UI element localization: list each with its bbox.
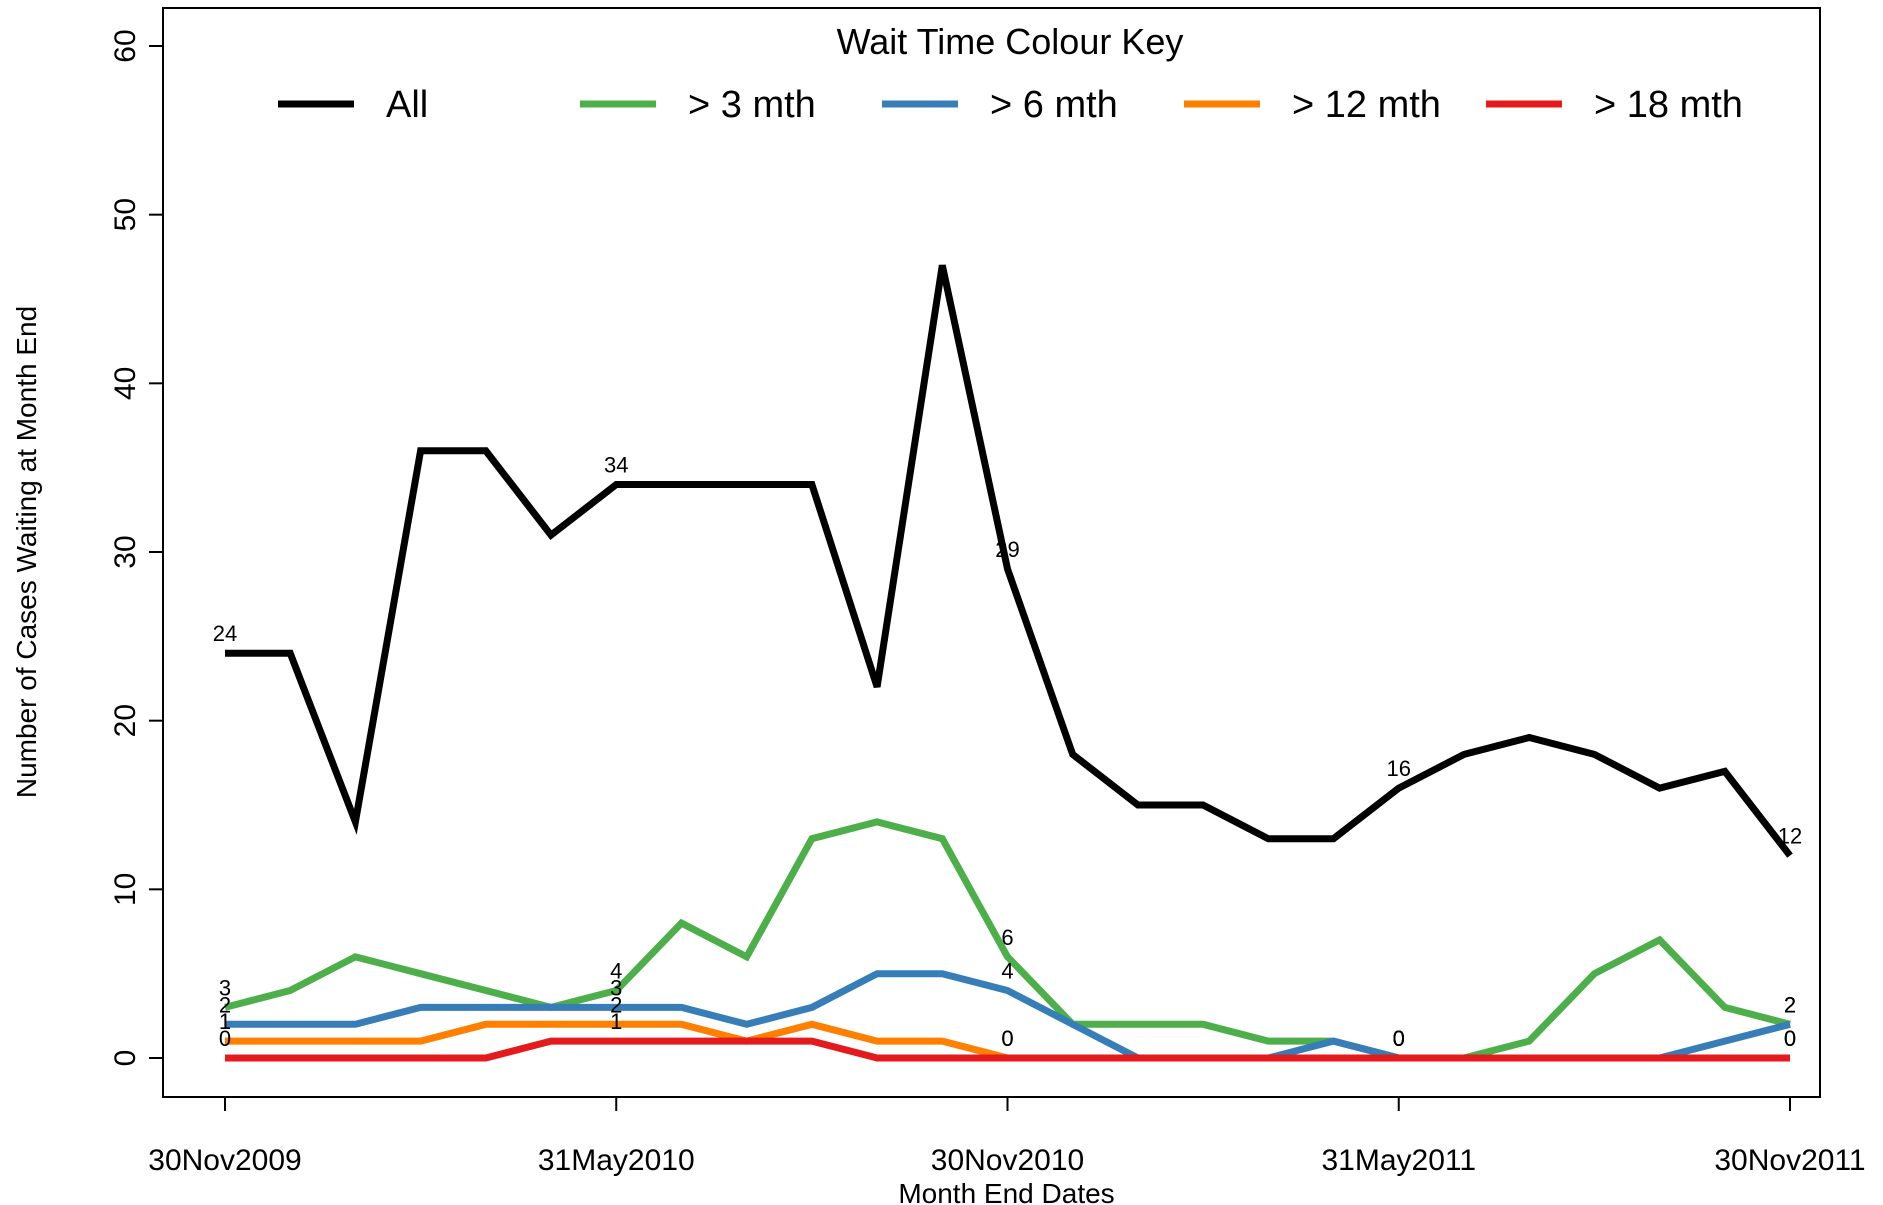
data-label: 0 — [1393, 1026, 1405, 1051]
y-tick-label: 30 — [109, 535, 142, 568]
legend-label: > 6 mth — [990, 84, 1118, 126]
legend-label: > 12 mth — [1292, 84, 1441, 126]
data-label: 16 — [1387, 756, 1411, 781]
data-label: 2 — [219, 992, 231, 1017]
data-label: 0 — [1393, 1026, 1405, 1051]
data-label: 29 — [995, 537, 1019, 562]
y-axis-title: Number of Cases Waiting at Month End — [11, 306, 42, 798]
x-tick-label: 30Nov2010 — [931, 1144, 1084, 1177]
data-label: 0 — [1784, 1026, 1796, 1051]
data-label: 3 — [610, 975, 622, 1000]
x-tick-label: 30Nov2009 — [148, 1144, 301, 1177]
data-label: 24 — [213, 621, 237, 646]
y-tick-label: 60 — [109, 29, 142, 62]
data-label: 34 — [604, 453, 628, 478]
x-tick-label: 31May2011 — [1321, 1144, 1476, 1177]
data-label: 0 — [1393, 1026, 1405, 1051]
y-tick-label: 20 — [109, 704, 142, 737]
legend-label: > 18 mth — [1594, 84, 1743, 126]
y-tick-label: 0 — [109, 1050, 142, 1067]
data-label: 0 — [1784, 1026, 1796, 1051]
y-tick-label: 40 — [109, 367, 142, 400]
series-line-1 — [224, 818, 1791, 1062]
data-label: 2 — [1784, 992, 1796, 1017]
legend-label: All — [386, 84, 428, 126]
series-line-4 — [225, 1037, 1790, 1062]
data-label: 4 — [1001, 959, 1013, 984]
data-label: 0 — [219, 1026, 231, 1051]
data-label: 4 — [610, 959, 622, 984]
data-label: 3 — [219, 975, 231, 1000]
x-axis-title: Month End Dates — [898, 1178, 1114, 1205]
data-label: 6 — [1001, 925, 1013, 950]
data-label: 1 — [219, 1009, 231, 1034]
data-label: 0 — [1001, 1026, 1013, 1051]
legend-label: > 3 mth — [688, 84, 816, 126]
legend-title: Wait Time Colour Key — [837, 21, 1184, 62]
data-label: 0 — [1001, 1026, 1013, 1051]
data-label: 1 — [610, 1009, 622, 1034]
data-label: 12 — [1778, 824, 1802, 849]
y-tick-label: 10 — [109, 873, 142, 906]
x-tick-label: 31May2010 — [538, 1144, 695, 1177]
y-tick-label: 50 — [109, 198, 142, 231]
data-label: 2 — [610, 992, 622, 1017]
data-label: 2 — [1784, 992, 1796, 1017]
data-label: 0 — [1393, 1026, 1405, 1051]
x-tick-label: 30Nov2011 — [1714, 1144, 1865, 1177]
series-line-0 — [225, 264, 1793, 858]
